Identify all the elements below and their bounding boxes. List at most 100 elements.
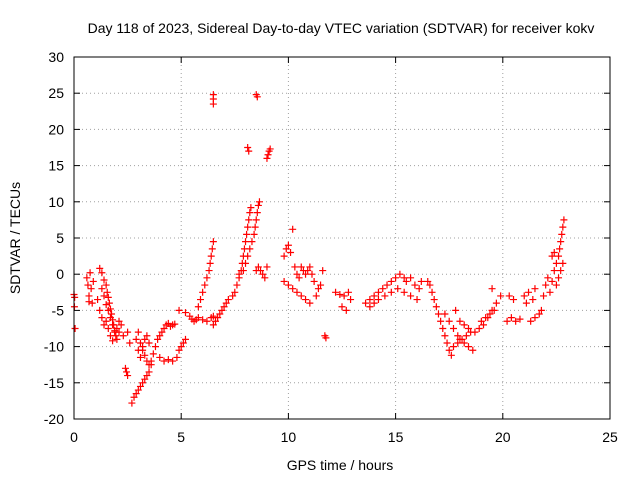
data-point-plus — [109, 337, 117, 345]
data-point-plus — [71, 293, 79, 301]
data-point-plus — [432, 303, 440, 311]
data-point-plus — [480, 321, 488, 329]
data-point-plus — [362, 299, 370, 307]
data-point-plus — [516, 315, 524, 323]
data-point-plus — [181, 309, 189, 317]
data-point-plus — [104, 306, 112, 314]
data-point-plus — [141, 375, 149, 383]
data-point-plus — [253, 93, 261, 101]
data-point-plus — [447, 351, 455, 359]
data-point-plus — [550, 267, 558, 275]
data-point-plus — [244, 252, 252, 260]
data-point-plus — [139, 343, 147, 351]
data-point-plus — [208, 245, 216, 253]
data-point-plus — [310, 277, 318, 285]
data-point-plus — [293, 288, 301, 296]
data-point-plus — [203, 274, 211, 282]
data-point-plus — [259, 270, 267, 278]
y-tick-label: 15 — [48, 158, 64, 174]
data-point-plus — [132, 335, 140, 343]
data-point-plus — [460, 339, 468, 347]
data-point-plus — [231, 288, 239, 296]
data-point-plus — [557, 238, 565, 246]
data-point-plus — [109, 321, 117, 329]
data-point-plus — [100, 276, 108, 284]
data-point-plus — [123, 368, 131, 376]
y-tick-label: -20 — [44, 411, 64, 427]
data-point-plus — [424, 277, 432, 285]
y-tick-label: 0 — [56, 266, 64, 282]
data-point-plus — [175, 346, 183, 354]
data-point-plus — [121, 364, 129, 372]
data-point-plus — [306, 263, 314, 271]
data-point-plus — [560, 216, 568, 224]
chart-title: Day 118 of 2023, Sidereal Day-to-day VTE… — [88, 20, 595, 36]
data-point-plus — [383, 281, 391, 289]
data-point-plus — [124, 328, 132, 336]
data-point-plus — [207, 252, 215, 260]
data-point-plus — [222, 299, 230, 307]
data-point-plus — [464, 325, 472, 332]
data-point-plus — [319, 267, 327, 275]
data-point-plus — [293, 270, 301, 278]
data-point-plus — [284, 281, 292, 289]
data-point-plus — [304, 267, 312, 275]
data-point-plus — [103, 288, 111, 296]
data-point-plus — [253, 209, 261, 217]
data-point-plus — [482, 314, 490, 322]
data-point-plus — [248, 238, 256, 246]
data-point-plus — [96, 306, 104, 314]
data-point-plus — [83, 274, 91, 282]
data-point-plus — [119, 332, 127, 340]
data-point-plus — [522, 299, 530, 307]
data-point-plus — [94, 296, 102, 304]
data-point-plus — [449, 343, 457, 351]
data-point-plus — [458, 335, 466, 343]
data-point-plus — [143, 372, 151, 380]
data-point-plus — [156, 353, 164, 361]
data-point-plus — [201, 281, 209, 289]
data-point-plus — [199, 288, 207, 296]
data-point-plus — [387, 277, 395, 285]
data-point-plus — [115, 317, 123, 325]
data-point-plus — [314, 285, 322, 293]
data-point-plus — [415, 285, 423, 293]
data-point-plus — [555, 252, 563, 260]
data-point-plus — [312, 292, 320, 300]
data-point-plus — [317, 281, 325, 289]
data-point-plus — [218, 306, 226, 314]
data-point-plus — [535, 310, 543, 318]
data-point-plus — [525, 288, 533, 296]
y-tick-label: 25 — [48, 85, 64, 101]
data-point-plus — [104, 293, 112, 301]
x-tick-label: 0 — [70, 429, 78, 445]
data-point-plus — [154, 335, 162, 343]
data-point-plus — [100, 292, 108, 300]
data-point-plus — [261, 274, 269, 282]
x-tick-label: 5 — [177, 429, 185, 445]
data-point-plus — [102, 317, 110, 325]
data-point-plus — [88, 299, 96, 307]
data-point-plus — [394, 285, 402, 293]
data-point-plus — [117, 321, 125, 329]
data-point-plus — [239, 267, 247, 275]
y-tick-label: 30 — [48, 49, 64, 65]
data-point-plus — [156, 332, 164, 340]
data-point-plus — [205, 267, 213, 275]
data-point-plus — [105, 299, 113, 307]
data-point-plus — [445, 346, 453, 354]
y-tick-label: 5 — [56, 230, 64, 246]
data-point-plus — [280, 252, 288, 260]
data-point-plus — [556, 245, 564, 253]
data-point-plus — [179, 339, 187, 347]
data-point-plus — [242, 259, 250, 267]
data-point-plus — [126, 339, 134, 347]
data-point-plus — [149, 350, 157, 358]
data-point-plus — [257, 267, 265, 275]
data-point-plus — [550, 248, 558, 256]
data-point-plus — [449, 325, 457, 332]
data-point-plus — [139, 379, 147, 387]
data-point-plus — [374, 288, 382, 296]
data-point-plus — [229, 292, 237, 300]
data-point-plus — [71, 325, 79, 332]
